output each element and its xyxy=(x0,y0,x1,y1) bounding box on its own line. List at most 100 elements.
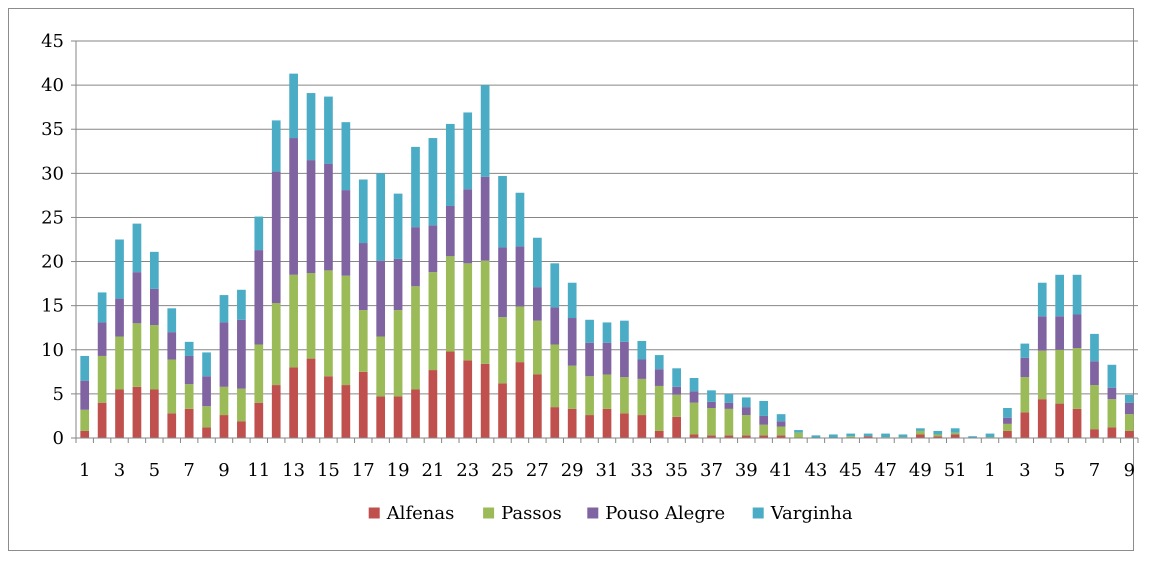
bar-segment xyxy=(324,96,333,164)
bar-segment xyxy=(358,179,368,244)
legend: Alfenas Passos Pouso Alegre Varginha xyxy=(368,503,853,524)
bar-segment xyxy=(498,317,507,384)
bar-segment xyxy=(115,239,124,299)
y-tick-label: 20 xyxy=(41,252,64,273)
x-tick-label: 25 xyxy=(491,460,514,481)
x-tick-label: 9 xyxy=(1124,460,1135,481)
bar-segment xyxy=(480,260,490,364)
bar-segment xyxy=(463,189,473,264)
bar-segment xyxy=(533,287,542,321)
bar-segment xyxy=(80,380,90,410)
bar-segment xyxy=(1090,361,1099,386)
bar-segment xyxy=(149,288,159,326)
bar-segment xyxy=(968,436,977,438)
bar-segment xyxy=(445,256,455,352)
y-tick-label: 5 xyxy=(53,384,64,405)
x-tick-label: 23 xyxy=(456,460,479,481)
bar-segment xyxy=(428,370,438,438)
bar-segment xyxy=(393,258,403,311)
bar-segment xyxy=(376,336,386,397)
x-tick-label: 51 xyxy=(944,460,967,481)
bar-segment xyxy=(637,415,647,438)
bar-segment xyxy=(1003,423,1012,431)
bar-segment xyxy=(776,421,786,427)
bar-segment xyxy=(202,406,211,428)
legend-item: Passos xyxy=(483,503,562,524)
bar-segment xyxy=(550,263,560,308)
bar-segment xyxy=(707,435,716,438)
bar-segment xyxy=(759,400,769,416)
bar-segment xyxy=(533,237,542,288)
bar-segment xyxy=(1090,385,1099,430)
bar-segment xyxy=(724,393,734,403)
bar-segment xyxy=(428,272,438,371)
bar-segment xyxy=(654,369,664,386)
legend-swatch xyxy=(587,507,599,519)
bar-segment xyxy=(97,322,107,356)
bar-segment xyxy=(271,303,281,386)
bar-segment xyxy=(707,401,716,409)
bar-segment xyxy=(463,112,473,190)
bar-segment xyxy=(950,432,960,435)
bar-segment xyxy=(1124,414,1134,431)
bar-segment xyxy=(654,430,664,438)
bar-segment xyxy=(393,396,403,438)
bar-segment xyxy=(1055,274,1065,317)
bar-segment xyxy=(916,434,925,438)
bar-segment xyxy=(132,386,142,438)
chart-frame xyxy=(8,8,1134,551)
bar-segment xyxy=(393,193,403,259)
bar-segment xyxy=(237,289,246,320)
bars xyxy=(80,73,1134,438)
y-tick-label: 35 xyxy=(41,119,64,140)
bar-segment xyxy=(724,408,734,436)
bar-segment xyxy=(376,396,386,438)
bar-segment xyxy=(550,344,560,408)
bar-segment xyxy=(254,250,264,345)
bar-segment xyxy=(863,436,873,438)
bar-segment xyxy=(1037,316,1047,351)
bar-segment xyxy=(115,298,124,337)
bar-segment xyxy=(898,434,908,438)
bar-segment xyxy=(567,282,577,319)
bar-segment xyxy=(950,434,960,438)
bar-segment xyxy=(358,243,368,311)
bar-segment xyxy=(881,433,890,438)
bar-segment xyxy=(985,433,995,438)
bar-segment xyxy=(846,436,856,438)
bar-segment xyxy=(916,428,925,431)
x-tick-label: 49 xyxy=(909,460,932,481)
bar-segment xyxy=(654,355,664,370)
bar-segment xyxy=(776,426,786,436)
bar-segment xyxy=(637,359,647,379)
bar-segment xyxy=(933,430,943,435)
bar-segment xyxy=(97,292,107,323)
x-tick-label: 13 xyxy=(282,460,305,481)
bar-segment xyxy=(167,359,177,414)
bar-segment xyxy=(411,286,420,390)
bar-segment xyxy=(724,435,734,438)
bar-segment xyxy=(1037,399,1047,438)
bar-segment xyxy=(707,390,716,402)
bar-segment xyxy=(324,270,333,377)
bar-segment xyxy=(1124,394,1134,403)
bar-segment xyxy=(689,434,699,438)
y-tick-label: 10 xyxy=(41,340,64,361)
bar-segment xyxy=(1003,417,1012,424)
legend-label: Passos xyxy=(501,503,562,524)
bar-segment xyxy=(149,325,159,390)
bar-segment xyxy=(463,360,473,438)
x-tick-label: 39 xyxy=(735,460,758,481)
legend-item: Varginha xyxy=(752,503,853,524)
bar-segment xyxy=(1124,430,1134,438)
bar-segment xyxy=(358,310,368,372)
bar-segment xyxy=(1090,429,1099,438)
bar-segment xyxy=(741,415,751,436)
x-tick-label: 27 xyxy=(526,460,549,481)
bar-segment xyxy=(219,386,229,416)
bar-segment xyxy=(672,368,681,387)
x-tick-label: 37 xyxy=(700,460,723,481)
bar-segment xyxy=(776,414,786,422)
bar-segment xyxy=(672,386,681,395)
